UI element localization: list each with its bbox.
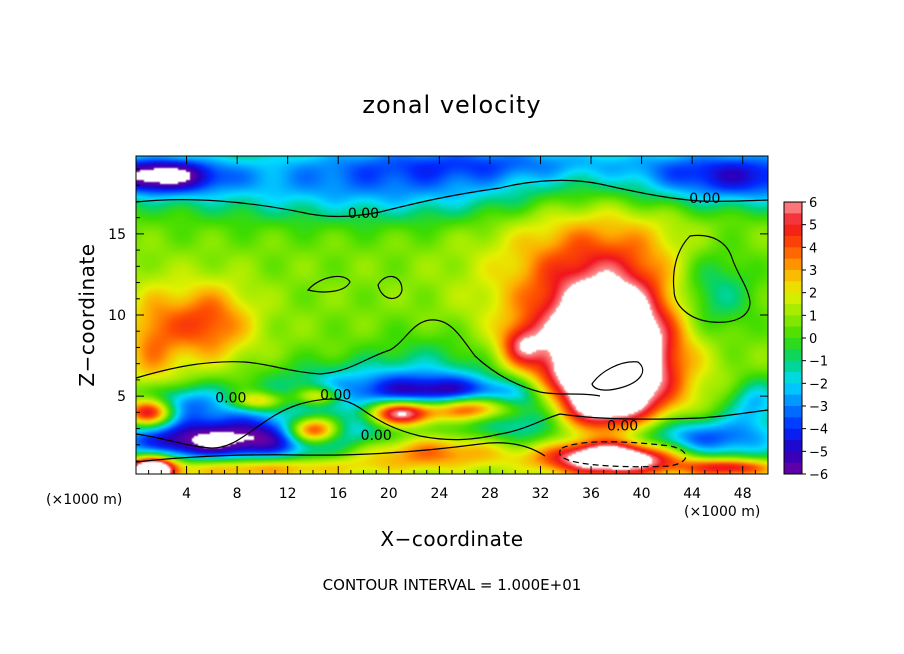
- colorbar-band: [784, 202, 802, 214]
- x-tick-label: 32: [532, 486, 550, 502]
- x-axis-title: X−coordinate: [380, 527, 523, 551]
- colorbar-band: [784, 304, 802, 316]
- colorbar-band: [784, 247, 802, 260]
- colorbar-band: [784, 462, 802, 475]
- small-closed-contour-2: [377, 276, 403, 299]
- colorbar-band: [784, 417, 802, 430]
- colorbar-tick-label: −6: [809, 468, 828, 483]
- colorbar-band: [784, 406, 802, 418]
- upper-zero-contour: [135, 179, 769, 218]
- x-tick-label: 36: [582, 486, 600, 502]
- colorbar-band: [784, 349, 802, 362]
- x-unit-label: (×1000 m): [684, 504, 760, 520]
- contour-label-0: 0.00: [348, 206, 379, 222]
- colorbar-band: [784, 394, 802, 407]
- colorbar-band: [784, 224, 802, 237]
- colorbar-tick-label: −4: [809, 423, 828, 438]
- x-tick-label: 20: [380, 486, 398, 502]
- low-inner-contour: [591, 361, 644, 391]
- small-closed-contour-1: [306, 275, 351, 293]
- colorbar: 6 5 4 3 2 1 0 −1 −2 −3 −4 −5 −6: [783, 196, 828, 483]
- colorbar-band: [784, 383, 802, 396]
- colorbar-band: [784, 258, 802, 271]
- y-tick-label: 15: [108, 227, 126, 243]
- x-tick-label: 44: [683, 486, 701, 502]
- x-axis: 4 8 12 16 20 24 28 32 36 40 44 48: [148, 156, 756, 502]
- colorbar-band: [784, 360, 802, 373]
- colorbar-band: [784, 372, 802, 384]
- colorbar-band: [784, 315, 802, 328]
- x-tick-label: 4: [182, 486, 191, 502]
- contour-label-4: 0.00: [361, 428, 392, 444]
- colorbar-tick-label: 6: [809, 196, 817, 211]
- colorbar-tick-label: −5: [809, 445, 828, 460]
- y-axis: 5 10 15: [108, 168, 768, 462]
- y-tick-label: 10: [108, 308, 126, 324]
- colorbar-band: [784, 440, 802, 452]
- colorbar-band: [784, 428, 802, 441]
- y-axis-title: Z−coordinate: [75, 243, 99, 386]
- x-tick-label: 28: [481, 486, 499, 502]
- negative-contour-dashed: [558, 441, 687, 468]
- velocity-field: [136, 156, 768, 474]
- colorbar-band: [784, 338, 802, 350]
- colorbar-band: [784, 292, 802, 305]
- colorbar-band: [784, 213, 802, 226]
- colorbar-band: [784, 281, 802, 294]
- y-unit-label: (×1000 m): [46, 492, 122, 508]
- contour-label-5: 0.00: [607, 418, 638, 434]
- colorbar-tick-label: 1: [809, 309, 817, 324]
- right-eddy-contour: [672, 234, 751, 323]
- contour-label-3: 0.00: [320, 388, 351, 404]
- colorbar-tick-label: 3: [809, 264, 817, 279]
- x-tick-label: 8: [233, 486, 242, 502]
- colorbar-band: [784, 236, 802, 248]
- zero-contour-lines: [135, 179, 769, 468]
- contour-label-2: 0.00: [215, 391, 246, 407]
- contour-label-1: 0.00: [689, 191, 720, 207]
- colorbar-tick-label: −3: [809, 400, 828, 415]
- x-tick-label: 16: [329, 486, 347, 502]
- colorbar-tick-label: −1: [809, 355, 828, 370]
- bottom-zero-contour: [135, 442, 546, 463]
- middle-zero-contour: [135, 319, 601, 397]
- colorbar-tick-label: 2: [809, 287, 817, 302]
- contour-labels: 0.00 0.00 0.00 0.00 0.00 0.00: [215, 191, 720, 444]
- colorbar-tick-label: −2: [809, 377, 828, 392]
- y-tick-label: 5: [117, 389, 126, 405]
- colorbar-tick-label: 0: [809, 332, 817, 347]
- colorbar-band: [784, 270, 802, 282]
- colorbar-tick-label: 4: [809, 241, 817, 256]
- contour-interval-text: CONTOUR INTERVAL = 1.000E+01: [323, 576, 582, 594]
- colorbar-tick-label: 5: [809, 219, 817, 234]
- x-tick-label: 40: [633, 486, 651, 502]
- lower-zero-contour: [135, 398, 769, 449]
- x-tick-label: 48: [734, 486, 752, 502]
- x-tick-label: 12: [279, 486, 297, 502]
- chart-title: zonal velocity: [362, 91, 541, 119]
- plot-area: 0.00 0.00 0.00 0.00 0.00 0.00: [135, 155, 769, 475]
- colorbar-band: [784, 326, 802, 339]
- x-tick-label: 24: [430, 486, 448, 502]
- colorbar-band: [784, 451, 802, 464]
